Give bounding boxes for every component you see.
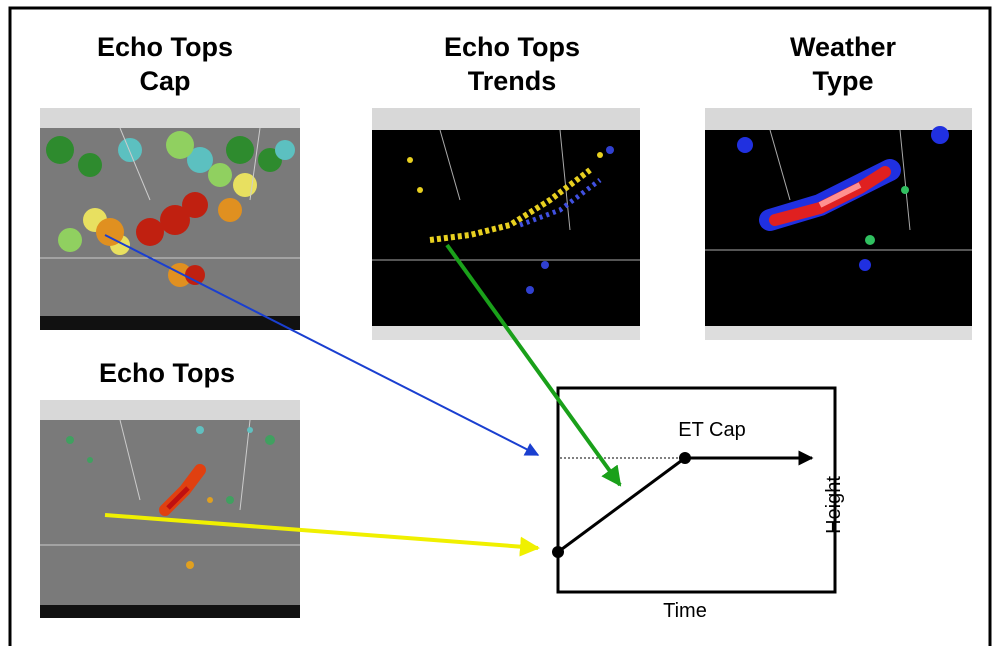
panel-title: Weather [790,32,897,62]
panel-title: Echo Tops [99,358,235,388]
radar-image [705,108,972,340]
panel-title: Echo Tops [97,32,233,62]
panel-title: Echo Tops [444,32,580,62]
x-axis-label: Time [663,600,707,622]
point [679,452,691,464]
panel-title: Trends [468,66,557,96]
panel-title: Cap [139,66,190,96]
radar-image [40,400,300,618]
radar-image [40,108,300,330]
cap-label: ET Cap [678,419,745,441]
figure: Echo Tops Cap Echo Tops Trends Weather T… [0,0,994,646]
radar-image [372,108,640,340]
panel-title: Type [812,66,873,96]
point [552,546,564,558]
y-axis-label: Height [823,476,845,534]
